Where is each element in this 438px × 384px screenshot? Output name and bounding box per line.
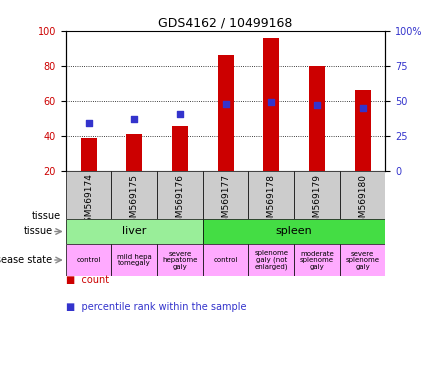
Text: severe
splenome
galy: severe splenome galy (346, 250, 380, 270)
Bar (157, 171, 203, 219)
Text: GSM569179: GSM569179 (312, 174, 321, 228)
Point (268, 99, 275, 106)
Bar (81, 138, 96, 171)
Bar (203, 219, 385, 243)
Point (85, 120, 92, 126)
Text: GSM569177: GSM569177 (221, 174, 230, 228)
Bar (111, 243, 157, 276)
Bar (66, 243, 111, 276)
Text: liver: liver (122, 227, 146, 237)
Text: tissue: tissue (24, 227, 53, 237)
Bar (218, 55, 233, 171)
Bar (294, 243, 340, 276)
Text: GSM569176: GSM569176 (175, 174, 184, 228)
Text: disease state: disease state (0, 255, 53, 265)
Text: tissue: tissue (32, 210, 61, 220)
Bar (340, 243, 385, 276)
Point (222, 101, 229, 107)
Text: ■  count: ■ count (66, 275, 109, 285)
Text: GSM569178: GSM569178 (267, 174, 276, 228)
Bar (340, 171, 385, 219)
Text: ■  percentile rank within the sample: ■ percentile rank within the sample (66, 302, 246, 312)
Bar (248, 171, 294, 219)
Text: moderate
splenome
galy: moderate splenome galy (300, 250, 334, 270)
Bar (126, 134, 142, 171)
Bar (263, 38, 279, 171)
Text: GSM569174: GSM569174 (84, 174, 93, 228)
Text: control: control (76, 257, 101, 263)
Bar (172, 126, 188, 171)
Bar (66, 171, 111, 219)
Text: spleen: spleen (276, 227, 312, 237)
Text: splenome
galy (not
enlarged): splenome galy (not enlarged) (254, 250, 288, 270)
Bar (203, 171, 248, 219)
Point (131, 116, 138, 122)
Bar (157, 243, 203, 276)
Bar (203, 243, 248, 276)
Text: severe
hepatome
galy: severe hepatome galy (162, 250, 198, 270)
Bar (248, 243, 294, 276)
Bar (309, 66, 325, 171)
Bar (111, 171, 157, 219)
Text: GSM569175: GSM569175 (130, 174, 139, 228)
Text: control: control (213, 257, 238, 263)
Point (177, 111, 184, 117)
Bar (355, 90, 371, 171)
Bar (66, 219, 203, 243)
Title: GDS4162 / 10499168: GDS4162 / 10499168 (159, 17, 293, 30)
Point (314, 102, 321, 108)
Text: GSM569180: GSM569180 (358, 174, 367, 228)
Point (359, 105, 366, 111)
Bar (294, 171, 340, 219)
Text: mild hepa
tomegaly: mild hepa tomegaly (117, 254, 152, 266)
